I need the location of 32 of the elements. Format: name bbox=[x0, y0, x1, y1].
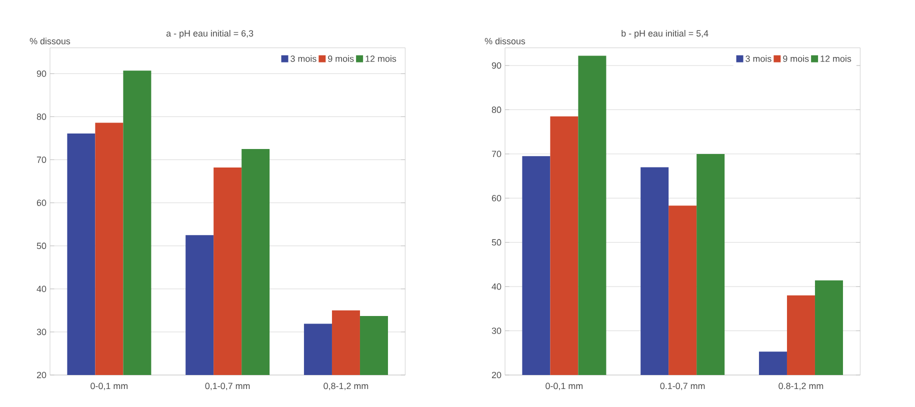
y-tick-label: 60 bbox=[36, 200, 46, 206]
y-axis-title: % dissous bbox=[30, 38, 70, 44]
chart-title: b - pH eau initial = 5,4 bbox=[622, 30, 708, 38]
legend-label: 9 mois bbox=[783, 55, 809, 62]
legend-label: 3 mois bbox=[290, 55, 316, 62]
y-tick-label: 20 bbox=[492, 372, 502, 378]
legend-label: 3 mois bbox=[746, 55, 772, 62]
y-tick-label: 20 bbox=[36, 372, 46, 378]
y-tick-label: 50 bbox=[36, 242, 46, 250]
legend-label: 9 mois bbox=[328, 55, 354, 62]
y-tick-label: 40 bbox=[36, 286, 46, 292]
y-tick-label: 30 bbox=[36, 328, 46, 336]
legend-label: 12 mois bbox=[820, 55, 852, 62]
x-tick-label: 0-0,1 mm bbox=[90, 382, 128, 390]
y-tick-label: 60 bbox=[492, 194, 502, 202]
x-tick-label: 0.1-0,7 mm bbox=[660, 382, 705, 390]
legend-label: 12 mois bbox=[366, 55, 396, 62]
x-tick-label: 0-0,1 mm bbox=[546, 382, 583, 390]
y-tick-label: 70 bbox=[36, 156, 46, 163]
y-tick-label: 80 bbox=[492, 106, 502, 113]
y-tick-label: 40 bbox=[492, 283, 502, 290]
y-tick-label: 50 bbox=[492, 239, 502, 246]
x-tick-label: 0,1-0,7 mm bbox=[205, 382, 250, 390]
chart-title: a - pH eau initial = 6,3 bbox=[166, 30, 254, 38]
y-tick-label: 90 bbox=[36, 70, 46, 77]
y-tick-label: 80 bbox=[36, 114, 46, 120]
y-tick-label: 70 bbox=[492, 150, 502, 158]
y-tick-label: 30 bbox=[492, 328, 502, 334]
y-tick-label: 90 bbox=[492, 62, 502, 69]
x-tick-label: 0,8-1,2 mm bbox=[324, 382, 368, 390]
y-axis-title: % dissous bbox=[484, 38, 526, 44]
x-tick-label: 0.8-1,2 mm bbox=[778, 382, 824, 390]
